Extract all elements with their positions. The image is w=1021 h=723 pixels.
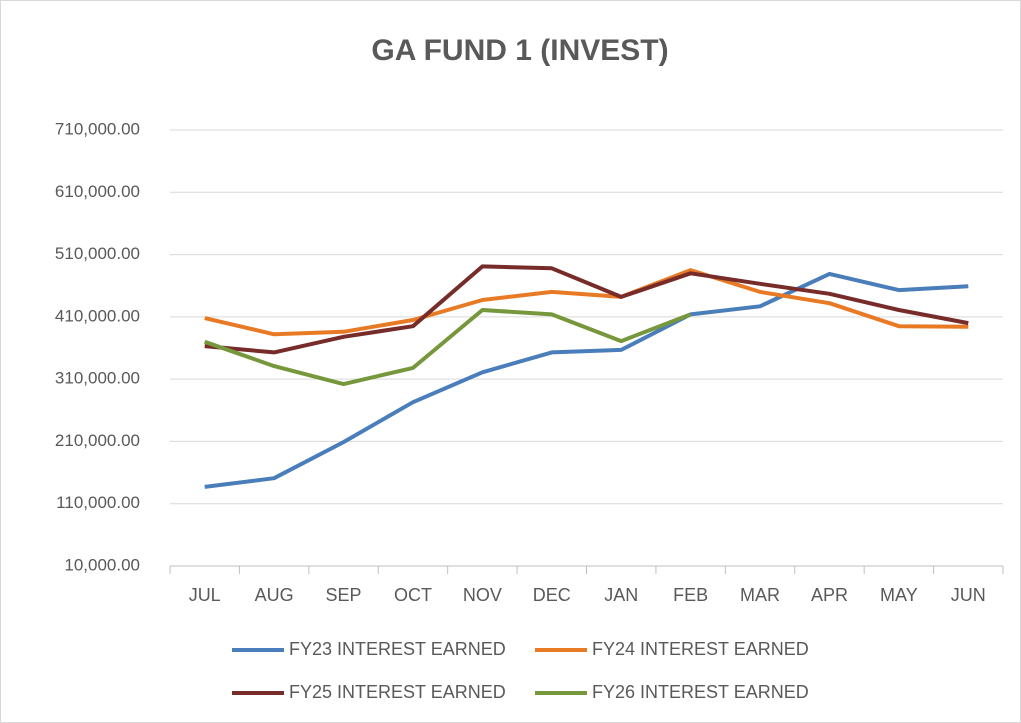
chart-title: GA FUND 1 (INVEST) xyxy=(371,34,668,67)
x-tick-label: MAR xyxy=(740,585,780,605)
legend-label: FY26 INTEREST EARNED xyxy=(592,682,809,702)
series-line xyxy=(204,308,692,387)
legend-label: FY23 INTEREST EARNED xyxy=(289,639,506,659)
y-tick-label: 710,000.00 xyxy=(55,119,140,138)
legend-label: FY24 INTEREST EARNED xyxy=(592,639,809,659)
x-tick-label: JUL xyxy=(189,585,221,605)
x-tick-label: APR xyxy=(811,585,848,605)
x-tick-label: DEC xyxy=(533,585,571,605)
x-tick-label: JUN xyxy=(951,585,986,605)
y-tick-label: 10,000.00 xyxy=(64,555,140,574)
y-tick-label: 210,000.00 xyxy=(55,431,140,450)
y-tick-label: 510,000.00 xyxy=(55,244,140,263)
legend-label: FY25 INTEREST EARNED xyxy=(289,682,506,702)
series-line xyxy=(204,264,969,355)
x-tick-label: MAY xyxy=(880,585,918,605)
x-tick-label: AUG xyxy=(255,585,294,605)
x-tick-label: JAN xyxy=(604,585,638,605)
x-tick-label: OCT xyxy=(394,585,432,605)
x-tick-label: FEB xyxy=(673,585,708,605)
y-tick-label: 610,000.00 xyxy=(55,182,140,201)
y-tick-label: 310,000.00 xyxy=(55,369,140,388)
series-line xyxy=(204,271,969,489)
series-line xyxy=(204,268,969,337)
y-tick-label: 410,000.00 xyxy=(55,306,140,325)
x-tick-label: SEP xyxy=(326,585,362,605)
y-tick-label: 110,000.00 xyxy=(56,493,140,512)
x-tick-label: NOV xyxy=(463,585,502,605)
